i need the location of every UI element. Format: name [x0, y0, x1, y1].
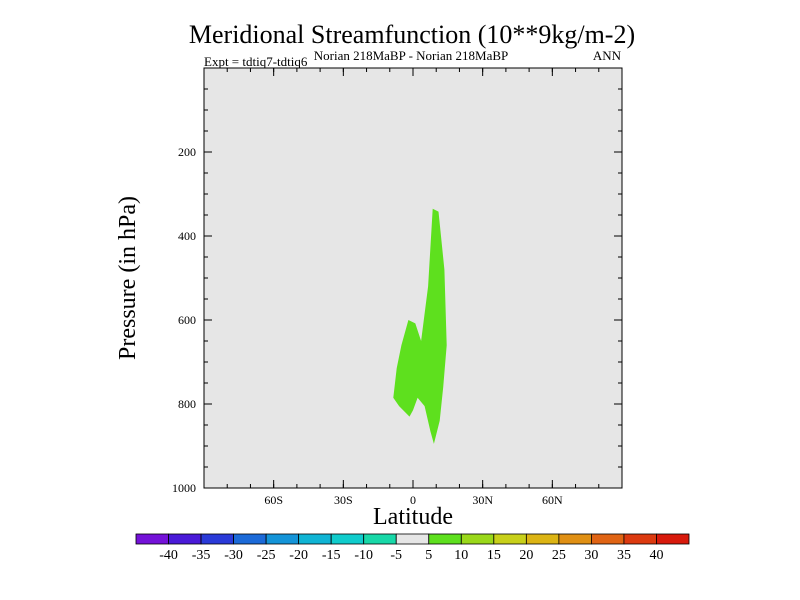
y-axis-ticks: 200 400 600 800 1000 — [172, 145, 622, 495]
x-tick-label: 60S — [264, 493, 283, 507]
contour-region-0 — [393, 208, 447, 444]
colorbar-label: -25 — [257, 548, 276, 563]
chart-title: Meridional Streamfunction (10**9kg/m-2) — [189, 20, 635, 49]
colorbar-swatch — [656, 533, 690, 545]
colorbar-swatch — [168, 533, 202, 545]
colorbar-swatch — [135, 533, 169, 545]
colorbar-swatch — [525, 533, 560, 545]
colorbar-label: -40 — [159, 548, 178, 563]
colorbar-label: 5 — [425, 548, 432, 563]
colorbar-label: 25 — [552, 548, 566, 563]
chart-subtitle-center: Norian 218MaBP - Norian 218MaBP — [314, 48, 509, 63]
chart-subtitle-right: ANN — [593, 48, 622, 63]
colorbar-swatch — [298, 533, 332, 545]
colorbar-swatch — [200, 533, 234, 545]
x-tick-label: 30S — [334, 493, 353, 507]
colorbar-swatch — [233, 533, 267, 545]
colorbar-swatch — [428, 533, 462, 545]
y-tick-label: 200 — [178, 145, 196, 159]
y-tick-label: 800 — [178, 397, 196, 411]
colorbar-swatch — [363, 533, 397, 545]
colorbar-label: 20 — [519, 548, 533, 563]
colorbar-label: 15 — [487, 548, 501, 563]
contour-regions — [393, 208, 447, 444]
colorbar-label: -15 — [322, 548, 341, 563]
x-axis-ticks: 60S 30S 0 30N 60N — [264, 68, 563, 507]
x-tick-label: 30N — [472, 493, 493, 507]
colorbar-label: 35 — [617, 548, 631, 563]
colorbar-label: -35 — [192, 548, 211, 563]
y-tick-label: 400 — [178, 229, 196, 243]
colorbar-label: -20 — [289, 548, 308, 563]
colorbar-swatch — [460, 533, 495, 545]
x-tick-label: 0 — [410, 493, 416, 507]
colorbar-swatch — [330, 533, 365, 545]
x-tick-label: 60N — [542, 493, 563, 507]
colorbar-label: 40 — [649, 548, 663, 563]
colorbar-swatch — [558, 533, 592, 545]
colorbar-label: -30 — [224, 548, 243, 563]
x-axis-label: Latitude — [373, 504, 453, 530]
colorbar-label: -10 — [354, 548, 373, 563]
minor-ticks — [203, 68, 623, 488]
plot-area — [204, 68, 622, 488]
y-tick-label: 1000 — [172, 481, 196, 495]
colorbar-swatch — [265, 533, 300, 545]
colorbar-label: -5 — [390, 548, 402, 563]
colorbar-swatch — [395, 533, 430, 545]
colorbar-label: 10 — [454, 548, 468, 563]
y-tick-label: 600 — [178, 313, 196, 327]
colorbar-swatch — [591, 533, 625, 545]
colorbar-swatch — [623, 533, 657, 545]
colorbar: -40 -35 -30 -25 -20 -15 -10 -5 5 10 15 20 25 30 35 40 — [135, 533, 690, 563]
chart-subtitle-left: Expt = tdtiq7-tdtiq6 — [204, 54, 308, 69]
y-axis-label: Pressure (in hPa) — [115, 196, 141, 360]
colorbar-swatch — [493, 533, 527, 545]
colorbar-label: 30 — [584, 548, 598, 563]
